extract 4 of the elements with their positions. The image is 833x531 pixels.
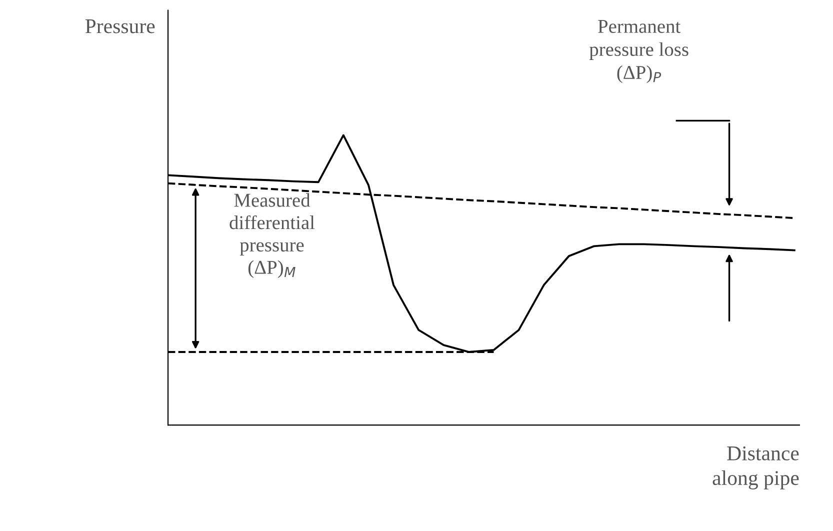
- x-axis-title: Distance along pipe: [712, 446, 799, 490]
- annotation: Measured differential pressure (ΔP)$_{M}$: [230, 193, 315, 278]
- text: Permanent pressure loss (ΔP)$_{P}$: [589, 20, 688, 84]
- y-axis-title: Pressure: [85, 19, 155, 34]
